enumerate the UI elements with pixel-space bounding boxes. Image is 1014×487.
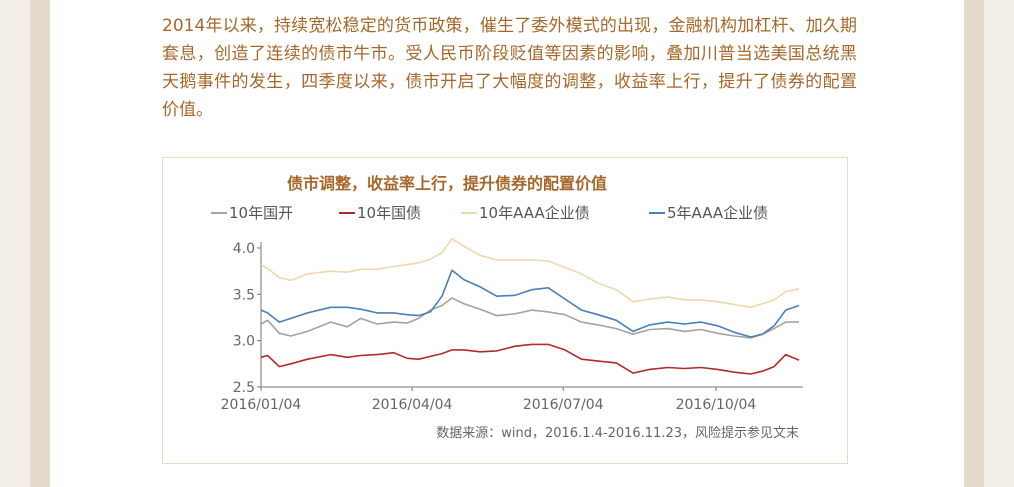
y-tick-label: 2.5 — [233, 380, 255, 396]
y-tick-label: 3.0 — [233, 334, 255, 350]
legend-swatch-5y-aaa — [649, 211, 665, 214]
line-chart: 2.5 3.0 3.5 4.0 2016/01/04 2016/04/04 2016/07/… — [221, 237, 803, 413]
right-outer-border — [984, 0, 1014, 487]
legend-label-5y-aaa: 5年AAA企业债 — [667, 204, 769, 222]
series-line-10y-treasury — [260, 343, 800, 375]
legend-swatch-10y-aaa — [461, 211, 477, 214]
legend-label-10y-cdb: 10年国开 — [229, 204, 294, 222]
legend-label-10y-aaa: 10年AAA企业债 — [479, 204, 590, 222]
content-area: 2014年以来，持续宽松稳定的货币政策，催生了委外模式的出现，金融机构加杠杆、加… — [50, 0, 964, 487]
y-tick-label: 4.0 — [233, 241, 255, 257]
x-tick-label: 2016/01/04 — [221, 397, 302, 413]
left-outer-border — [0, 0, 30, 487]
x-tick-label: 2016/10/04 — [676, 397, 757, 413]
series-line-10y-cdb — [260, 297, 799, 339]
series-line-5y-aaa — [260, 269, 800, 338]
legend-label-10y-treasury: 10年国债 — [357, 204, 422, 222]
source-note: 数据来源：wind，2016.1.4-2016.11.23，风险提示参见文末 — [436, 426, 799, 441]
left-inner-border — [30, 0, 50, 487]
legend-item-10y-aaa: 10年AAA企业债 — [461, 202, 590, 223]
body-paragraph: 2014年以来，持续宽松稳定的货币政策，催生了委外模式的出现，金融机构加杠杆、加… — [162, 16, 857, 120]
x-tick-label: 2016/04/04 — [372, 397, 453, 413]
legend-item-10y-treasury: 10年国债 — [339, 202, 421, 223]
chart-title: 债市调整，收益率上行，提升债券的配置价值 — [287, 174, 608, 193]
series-line-10y-aaa — [260, 237, 800, 309]
legend-item-10y-cdb: 10年国开 — [211, 202, 293, 223]
legend-item-5y-aaa: 5年AAA企业债 — [649, 202, 768, 223]
legend-swatch-10y-treasury — [339, 211, 355, 214]
y-tick-label: 3.5 — [233, 287, 255, 303]
right-inner-border — [964, 0, 984, 487]
legend-swatch-10y-cdb — [211, 211, 227, 214]
chart-container: 债市调整，收益率上行，提升债券的配置价值 10年国开 10年国债 10年AAA企… — [162, 157, 848, 464]
x-tick-label: 2016/07/04 — [523, 397, 604, 413]
